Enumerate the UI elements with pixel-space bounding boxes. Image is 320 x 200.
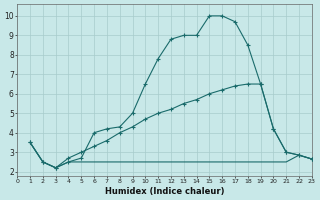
X-axis label: Humidex (Indice chaleur): Humidex (Indice chaleur): [105, 187, 224, 196]
